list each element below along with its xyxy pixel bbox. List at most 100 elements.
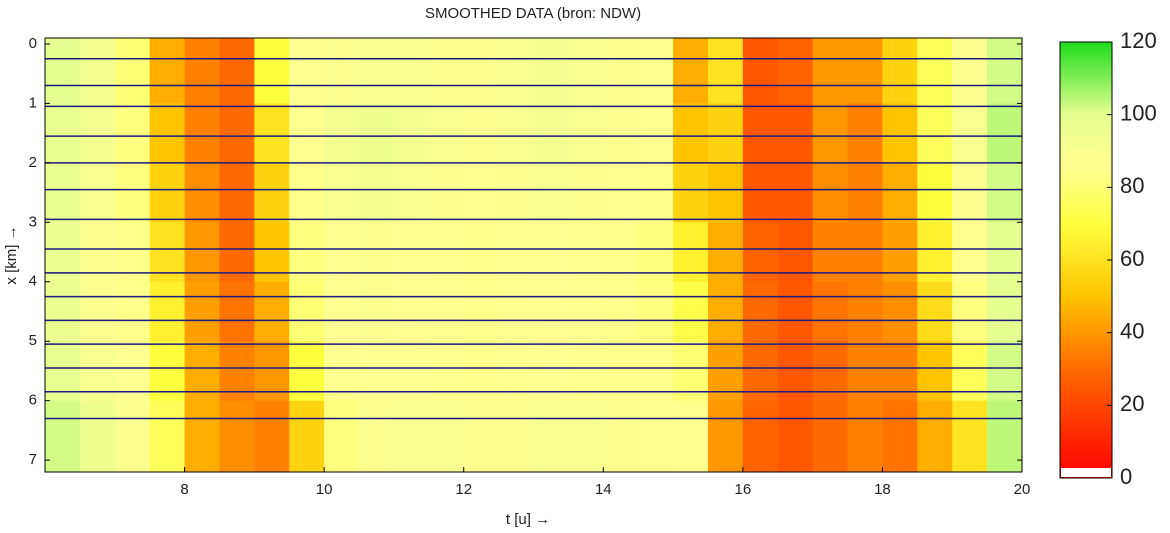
heat-cell [987,103,1022,163]
heat-cell [324,163,359,223]
x-tick-label: 10 [316,481,333,498]
heat-cell [673,163,708,223]
heat-cell [289,38,324,104]
heat-cell [394,282,429,342]
heat-cell [743,282,778,342]
heat-cell [534,282,569,342]
y-axis-label: x [km] → [3,225,20,284]
heat-cell [534,103,569,163]
heat-cell [464,282,499,342]
heat-cell [429,282,464,342]
heat-cell [708,38,743,104]
heat-cell [254,103,289,163]
heat-cell [708,103,743,163]
heat-cell [150,38,185,104]
heat-cell [254,38,289,104]
heat-cell [80,38,115,104]
heat-cell [185,38,220,104]
heat-cell [324,282,359,342]
heat-cell [324,38,359,104]
heat-cell [708,401,743,473]
heat-cell [778,401,813,473]
colorbar: 0 20 40 60 80 100 120 [1060,28,1157,489]
colorbar-tick-label: 80 [1120,173,1144,198]
heat-cell [743,38,778,104]
heat-cell [429,401,464,473]
heat-cell [80,282,115,342]
heat-cell [464,103,499,163]
heat-cell [952,103,987,163]
heat-cell [45,282,80,342]
heat-cell [813,103,848,163]
colorbar-tick-label: 60 [1120,246,1144,271]
heat-cell [150,103,185,163]
heat-cell [813,38,848,104]
heat-cell [638,401,673,473]
heat-cell [219,103,254,163]
heat-cell [499,103,534,163]
colorbar-tick-label: 120 [1120,28,1157,53]
x-axis-label: t [u] → [506,511,550,528]
heat-cell [673,401,708,473]
heat-cell [359,38,394,104]
heat-cell [185,103,220,163]
heat-cell [882,401,917,473]
colorbar-tick-label: 20 [1120,391,1144,416]
heat-cell [394,103,429,163]
colorbar-tick-label: 100 [1120,100,1157,125]
heat-cell [254,401,289,473]
heat-cell [219,38,254,104]
heat-cell [289,282,324,342]
heat-cell [115,163,150,223]
heat-cell [848,103,883,163]
heat-cell [638,163,673,223]
heat-cell [499,282,534,342]
colorbar-tick-label: 0 [1120,464,1132,489]
x-tick-label: 12 [455,481,472,498]
heat-cell [882,38,917,104]
x-tick-label: 8 [180,481,188,498]
heat-cell [673,103,708,163]
heat-cell [150,401,185,473]
heat-cell [638,38,673,104]
heat-cell [289,163,324,223]
heat-cell [638,282,673,342]
heat-cell [603,401,638,473]
heat-cell [987,38,1022,104]
heat-cell [603,103,638,163]
heat-cell [917,38,952,104]
heat-cell [359,282,394,342]
x-tick-label: 16 [735,481,752,498]
colorbar-base [1061,468,1111,477]
heat-cell [848,38,883,104]
heat-cell [115,401,150,473]
x-tick-label: 20 [1014,481,1031,498]
heat-cell [568,282,603,342]
heat-cell [394,163,429,223]
heat-cell [743,103,778,163]
heat-cell [952,163,987,223]
heat-cell [499,38,534,104]
heat-cell [952,38,987,104]
colorbar-tick-label: 40 [1120,318,1144,343]
heat-cell [150,282,185,342]
heat-cell [603,38,638,104]
heat-cell [813,282,848,342]
heat-cell [673,282,708,342]
x-tick-label: 14 [595,481,612,498]
heat-cell [917,282,952,342]
heat-cell [743,163,778,223]
heat-cell [987,401,1022,473]
y-tick-label: 7 [29,451,37,468]
heat-cell [534,163,569,223]
heat-cell [254,282,289,342]
heat-cell [115,282,150,342]
heat-cell [603,163,638,223]
heat-cell [848,163,883,223]
y-tick-label: 0 [29,35,37,52]
heat-cell [45,163,80,223]
heat-cell [80,163,115,223]
heat-cell [778,163,813,223]
heat-cell [882,103,917,163]
